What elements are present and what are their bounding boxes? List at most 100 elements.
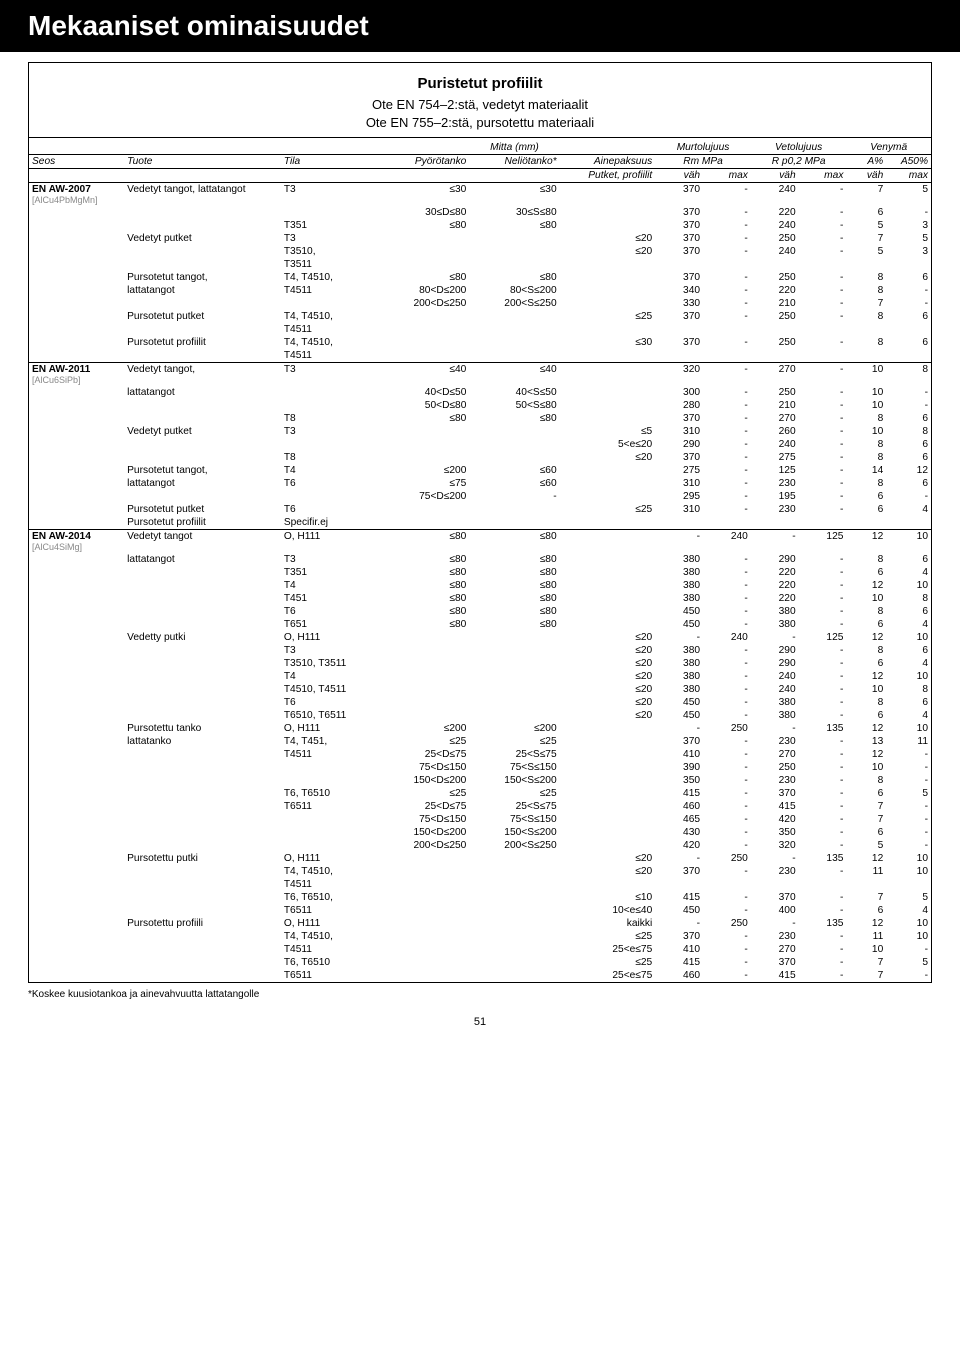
cell: ≤80: [469, 579, 559, 592]
cell: [29, 386, 125, 399]
cell: 12: [846, 748, 886, 761]
cell: -: [703, 839, 751, 852]
cell: -: [799, 206, 847, 219]
cell: 10: [846, 386, 886, 399]
cell: [29, 631, 125, 644]
hdr-rp: R p0,2 MPa: [751, 155, 847, 169]
table-row: T4511: [29, 878, 932, 891]
cell: ≤25: [560, 503, 656, 516]
cell: [751, 878, 799, 891]
cell: 430: [655, 826, 703, 839]
cell: [29, 813, 125, 826]
cell: -: [703, 969, 751, 983]
cell: [29, 826, 125, 839]
cell: -: [703, 865, 751, 878]
cell: 370: [655, 336, 703, 349]
cell: 8: [846, 477, 886, 490]
cell: T3: [281, 232, 379, 245]
cell: [560, 735, 656, 748]
hdr-a: A%: [846, 155, 886, 169]
cell: 6: [846, 657, 886, 670]
cell: [751, 349, 799, 363]
table-row: T351≤80≤80380-220-64: [29, 566, 932, 579]
cell: 25<D≤75: [379, 800, 469, 813]
cell: T6: [281, 696, 379, 709]
cell: [29, 748, 125, 761]
cell: 80<D≤200: [379, 284, 469, 297]
cell: [799, 258, 847, 271]
cell: T651: [281, 618, 379, 631]
table-row: Pursotettu tankoO, H111≤200≤200-250-1351…: [29, 722, 932, 735]
cell: [29, 592, 125, 605]
cell: T4: [281, 670, 379, 683]
cell: [379, 878, 469, 891]
cell: [560, 800, 656, 813]
cell: [124, 323, 281, 336]
cell: 3: [886, 219, 931, 232]
cell: [124, 349, 281, 363]
cell: T4, T4510,: [281, 865, 379, 878]
cell: 4: [886, 566, 931, 579]
cell: O, H111: [281, 722, 379, 735]
cell: [29, 618, 125, 631]
cell: [29, 297, 125, 310]
cell: [281, 490, 379, 503]
cell: 6: [846, 206, 886, 219]
cell: 240: [703, 530, 751, 554]
cell: 13: [846, 735, 886, 748]
cell: ≤20: [560, 852, 656, 865]
cell: [29, 258, 125, 271]
cell: [29, 232, 125, 245]
cell: [886, 516, 931, 530]
cell: ≤80: [379, 553, 469, 566]
cell: [29, 969, 125, 983]
cell: [29, 451, 125, 464]
cell: 5: [846, 839, 886, 852]
cell: [281, 761, 379, 774]
cell: lattatangot: [124, 477, 281, 490]
cell: 260: [751, 425, 799, 438]
cell: [29, 930, 125, 943]
cell: 310: [655, 477, 703, 490]
cell: [124, 579, 281, 592]
cell: T6511: [281, 800, 379, 813]
cell: [379, 232, 469, 245]
cell: T8: [281, 451, 379, 464]
cell: 240: [751, 183, 799, 207]
cell: [29, 800, 125, 813]
cell: Specifir.ej: [281, 516, 379, 530]
cell: [469, 917, 559, 930]
cell: -: [703, 592, 751, 605]
cell: [379, 438, 469, 451]
cell: ≤20: [560, 709, 656, 722]
cell: 7: [846, 232, 886, 245]
cell: 6: [886, 412, 931, 425]
cell: [124, 490, 281, 503]
cell: 40<D≤50: [379, 386, 469, 399]
cell: [469, 258, 559, 271]
cell: [124, 566, 281, 579]
cell: -: [703, 412, 751, 425]
cell: ≤25: [560, 956, 656, 969]
cell: 10<e≤40: [560, 904, 656, 917]
cell: [29, 323, 125, 336]
cell: -: [799, 605, 847, 618]
cell: 275: [655, 464, 703, 477]
cell: -: [703, 709, 751, 722]
table-row: T3≤20380-290-86: [29, 644, 932, 657]
cell: ≤80: [469, 592, 559, 605]
cell: [751, 516, 799, 530]
cell: [29, 761, 125, 774]
cell: [379, 644, 469, 657]
cell: 8: [846, 336, 886, 349]
cell: -: [703, 748, 751, 761]
table-row: T451≤80≤80380-220-108: [29, 592, 932, 605]
cell: T4511: [281, 748, 379, 761]
cell: T4511: [281, 284, 379, 297]
cell: -: [469, 490, 559, 503]
cell: [124, 956, 281, 969]
cell: 6: [886, 310, 931, 323]
cell: 380: [655, 566, 703, 579]
cell: -: [799, 943, 847, 956]
cell: 10: [886, 917, 931, 930]
